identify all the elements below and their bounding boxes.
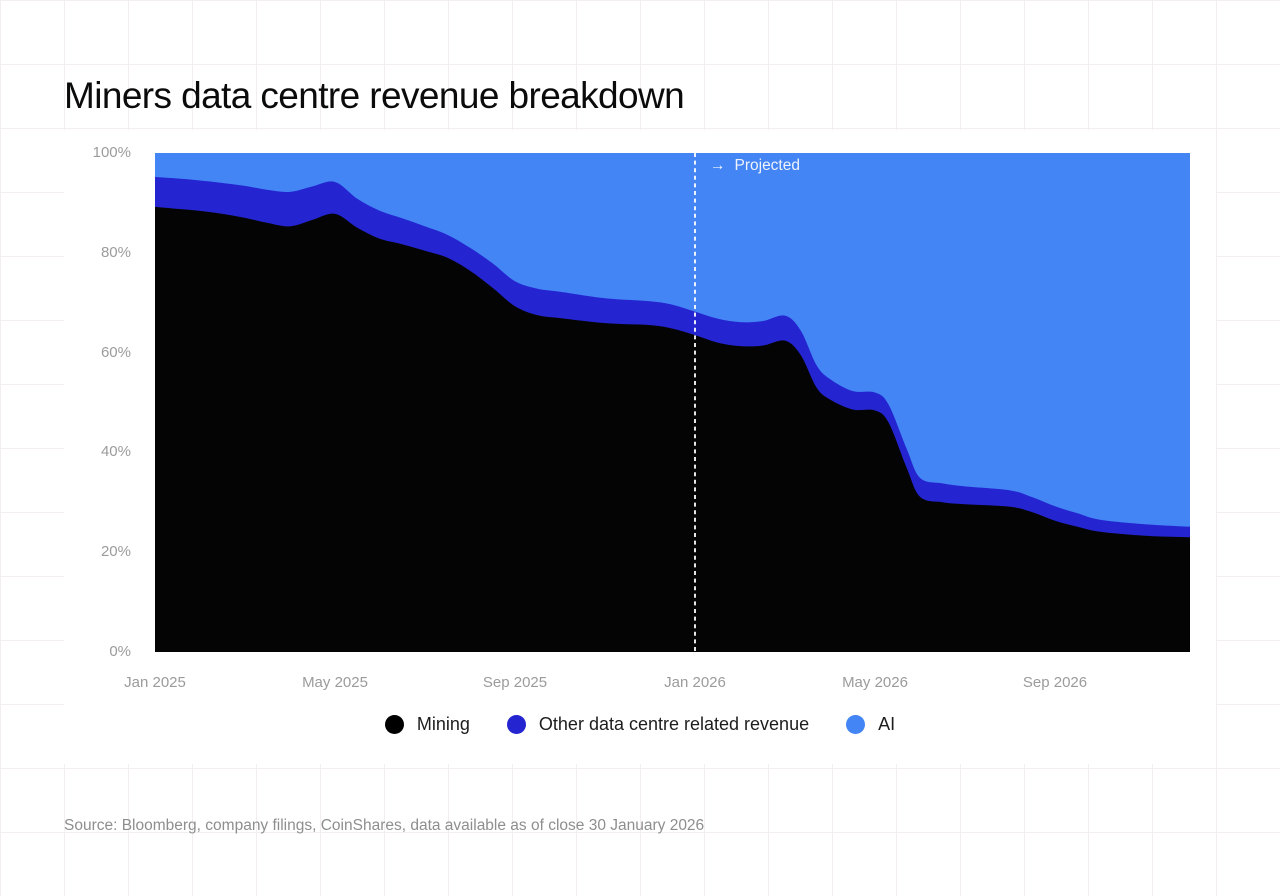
projected-label: Projected: [734, 157, 800, 174]
legend-item: Mining: [384, 713, 470, 735]
legend-item: AI: [846, 714, 895, 735]
legend-item: Other data centre related revenue: [506, 713, 810, 735]
arrow-right-icon: →: [710, 157, 726, 174]
x-axis-tick-label: May 2026: [842, 674, 908, 691]
y-axis-tick-label: 0%: [109, 643, 131, 660]
mining-area: [155, 206, 1190, 652]
source-note: Source: Bloomberg, company filings, Coin…: [64, 817, 705, 834]
x-axis-tick-label: Sep 2025: [482, 674, 548, 691]
legend-label: Other data centre related revenue: [538, 713, 810, 734]
x-axis-tick-label: May 2025: [302, 674, 368, 691]
projected-annotation: → Projected: [710, 157, 800, 175]
legend-label: Mining: [416, 713, 470, 734]
x-axis-tick-label: Sep 2026: [1022, 674, 1088, 691]
chart-legend: Mining Other data centre related revenue A…: [64, 710, 1216, 738]
legend-swatch-icon: [506, 714, 526, 734]
x-axis-tick-label: Jan 2025: [124, 674, 186, 691]
y-axis-tick-label: 100%: [92, 144, 131, 161]
chart-card: 100% 80% 60% 40% 20% 0% Jan 2025 May 2025 Sep 2…: [64, 130, 1216, 764]
legend-label: AI: [878, 713, 896, 734]
legend-swatch-icon: [384, 714, 404, 734]
page-title: Miners data centre revenue breakdown: [64, 74, 685, 116]
y-axis-tick-label: 80%: [100, 243, 131, 261]
legend-swatch-icon: [846, 714, 866, 734]
x-axis-tick-label: Jan 2026: [664, 674, 726, 691]
stacked-area-chart: [155, 153, 1190, 652]
y-axis-tick-label: 60%: [100, 343, 131, 361]
y-axis-tick-label: 40%: [100, 443, 131, 461]
y-axis-tick-label: 20%: [100, 543, 131, 561]
